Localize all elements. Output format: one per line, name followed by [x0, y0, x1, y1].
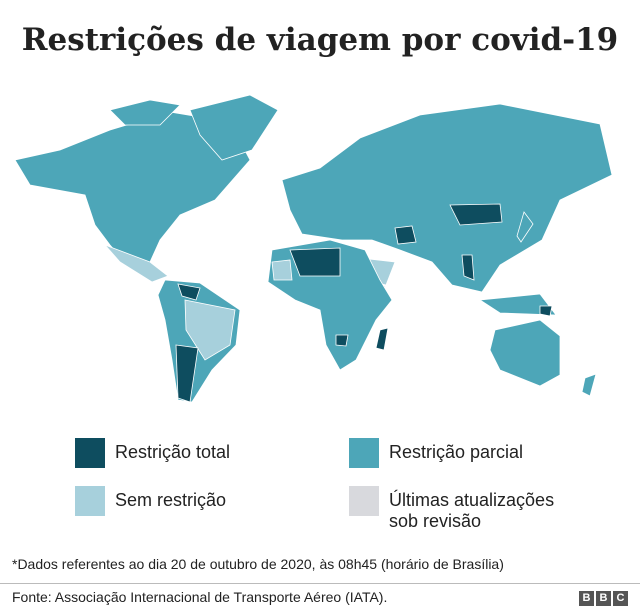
legend-item: Sem restrição — [75, 486, 226, 516]
divider — [0, 583, 640, 584]
southeast-asia-islands — [478, 293, 557, 316]
legend-item: Restrição total — [75, 438, 230, 468]
madagascar — [375, 327, 389, 351]
legend-label: Restrição total — [115, 442, 231, 462]
logo-letter: C — [613, 591, 628, 606]
source: Fonte: Associação Internacional de Trans… — [12, 589, 388, 605]
legend-swatch — [349, 486, 379, 516]
legend-item: Últimas atualizações sob revisão — [349, 486, 554, 532]
algeria-libya — [289, 247, 341, 277]
legend-label: Restrição parcial — [389, 442, 524, 462]
title: Restrições de viagem por covid-19 — [21, 22, 619, 58]
greenland — [189, 94, 279, 161]
legend-label: Sem restrição — [115, 490, 227, 510]
world-map — [14, 94, 613, 403]
papua — [539, 305, 553, 317]
mexico — [104, 244, 169, 283]
australia — [489, 319, 561, 387]
legend-label-line: sob revisão — [389, 511, 482, 531]
brazil — [184, 299, 236, 361]
logo-letter: B — [579, 591, 594, 606]
legend-swatch — [349, 438, 379, 468]
myanmar — [461, 254, 475, 281]
new-zealand — [581, 373, 597, 397]
legend-label-line: Últimas atualizações — [389, 490, 555, 510]
argentina — [175, 344, 199, 403]
mongolia — [449, 203, 503, 226]
logo-letter: B — [596, 591, 611, 606]
eurasia — [281, 103, 613, 293]
west-africa — [271, 259, 293, 281]
iran — [394, 225, 417, 245]
japan — [516, 211, 534, 243]
footnote: *Dados referentes ao dia 20 de outubro d… — [12, 556, 504, 572]
legend-item: Restrição parcial — [349, 438, 523, 468]
legend-label: Últimas atualizações sob revisão — [389, 486, 554, 532]
zimbabwe — [335, 334, 349, 347]
venezuela — [177, 283, 201, 301]
legend-swatch — [75, 486, 105, 516]
legend-swatch — [75, 438, 105, 468]
canada-islands — [109, 99, 181, 126]
